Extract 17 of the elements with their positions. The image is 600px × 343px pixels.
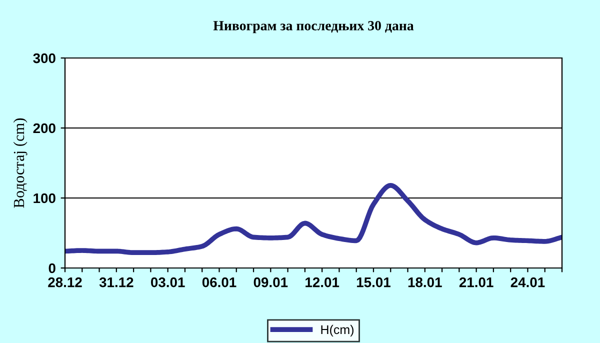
- y-tick-label: 100: [34, 193, 56, 204]
- x-tick-label: 24.01: [510, 277, 545, 288]
- x-tick-label: 12.01: [306, 277, 340, 288]
- x-tick-label: 31.12: [99, 277, 134, 288]
- y-axis-title: Водостај (cm): [13, 118, 28, 208]
- chart-title: Нивограм за последњих 30 дана: [213, 20, 414, 34]
- x-tick-label: 28.12: [48, 277, 82, 288]
- x-tick-label: 06.01: [202, 277, 236, 288]
- x-tick-label: 18.01: [408, 277, 442, 288]
- x-tick-label: 03.01: [151, 277, 185, 288]
- y-tick-label: 0: [48, 263, 56, 274]
- x-tick-label: 09.01: [254, 277, 288, 288]
- y-tick-label: 300: [33, 53, 56, 64]
- y-tick-label: 200: [33, 123, 56, 134]
- x-tick-label: 15.01: [356, 277, 390, 288]
- x-tick-label: 21.01: [459, 277, 494, 288]
- legend-label: H(cm): [321, 324, 354, 337]
